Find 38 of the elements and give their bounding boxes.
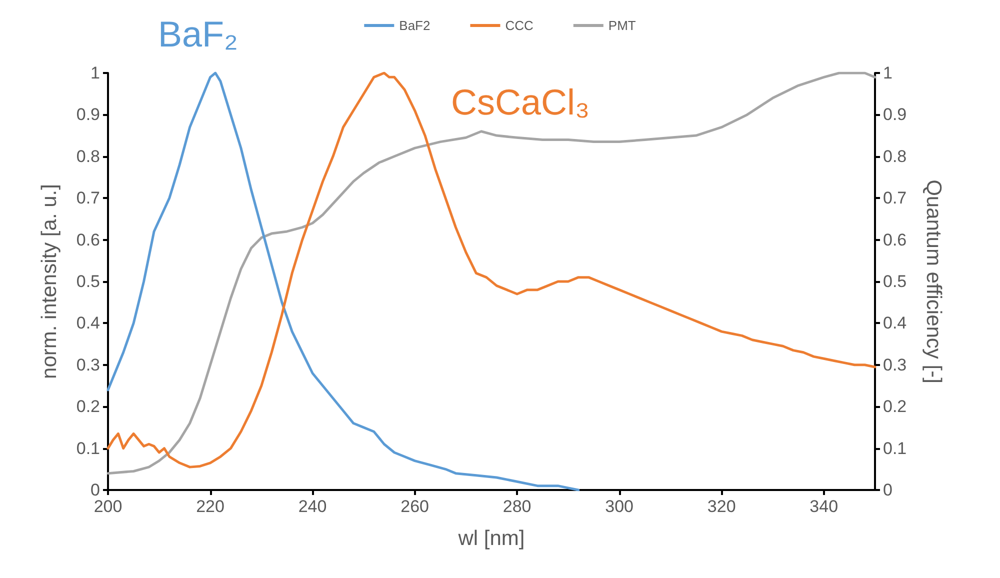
legend-label: CCC [505,18,534,33]
y2-tick-label: 1 [883,64,892,82]
y-tick-label: 0.5 [76,272,100,291]
text: BaF₂ [158,14,238,54]
y2-tick-label: 0.3 [883,355,907,374]
x-tick-label: 220 [196,497,224,516]
y-tick-label: 0.8 [76,146,100,166]
y-tick-label: 0.3 [76,355,100,374]
x-tick-label: 240 [298,497,327,516]
y-tick-label: 0 [90,480,100,500]
y2-tick-label: 0.7 [883,188,907,208]
x-tick-label: 260 [400,497,429,516]
y2-tick-label: 0.5 [883,272,907,291]
x-tick-label: 300 [605,497,634,516]
x-tick-label: 200 [94,497,122,516]
y-tick-label: 0.1 [76,438,100,458]
y-tick-label: 0.9 [76,105,100,124]
x-tick-label: 280 [502,497,532,516]
y2-tick-label: 0.8 [883,146,907,166]
y2-tick-label: 0.1 [883,438,907,458]
x-tick-label: 340 [810,497,838,516]
annotation: CsCaCl₃ [451,82,590,122]
y-tick-label: 0.2 [76,397,100,416]
y2-tick-label: 0.6 [883,230,907,250]
y-tick-label: 0.7 [76,188,100,208]
legend-label: BaF2 [399,18,430,33]
y-tick-label: 1 [90,64,100,82]
y-axis-title: norm. intensity [a. u.] [38,184,61,379]
y-tick-label: 0.4 [76,314,100,333]
x-axis-title: wl [nm] [457,527,525,550]
y2-tick-label: 0 [883,480,892,500]
legend-label: PMT [608,18,636,33]
y2-tick-label: 0.2 [883,397,907,416]
y2-tick-label: 0.4 [883,314,907,333]
y2-tick-label: 0.9 [883,105,907,124]
y-tick-label: 0.6 [76,230,100,250]
y2-axis-title: Quantum efficiency [-] [922,180,945,384]
x-tick-label: 320 [707,497,736,516]
